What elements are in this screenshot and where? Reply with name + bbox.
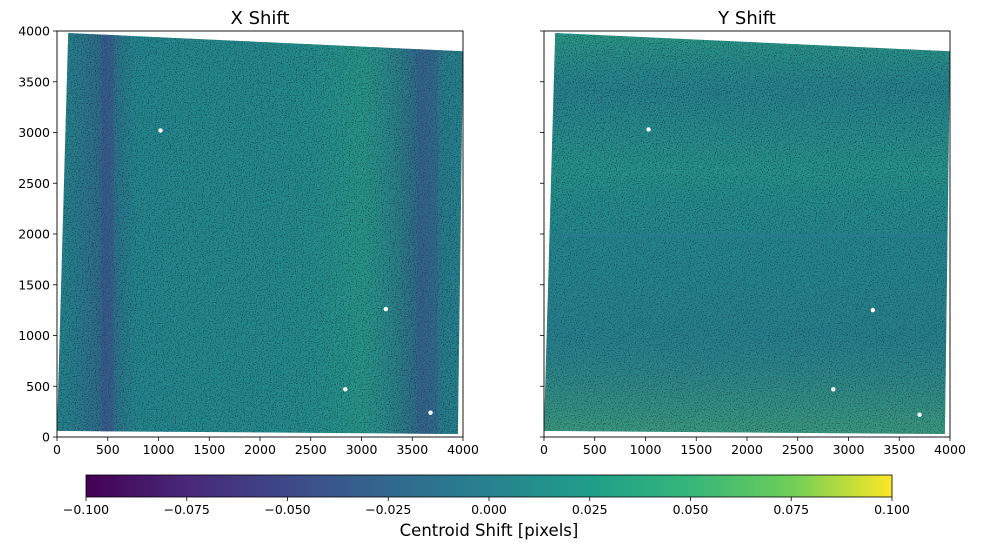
colorbar: −0.100 −0.075 −0.050 −0.025 0.000 0.025 0.050 0…	[63, 474, 910, 540]
colorbar-tick-label: 0.025	[572, 502, 608, 517]
panel-title: Y Shift	[717, 8, 776, 29]
x-tick-label: 3000	[346, 442, 378, 457]
masked-pixel	[383, 306, 389, 312]
shift-map-image	[544, 33, 950, 434]
colorbar-tick-label: −0.100	[63, 502, 109, 517]
masked-pixel	[646, 127, 651, 132]
y-tick-label: 2000	[18, 227, 50, 242]
shift-map-image	[57, 33, 463, 434]
panels-layer: X Shift 0 500 1000 1500 2000 2500 3000 3500 4000 0…	[18, 8, 966, 457]
x-tick-label: 0	[53, 442, 61, 457]
x-tick-label: 3500	[883, 442, 915, 457]
colorbar-tick-label: 0.100	[874, 502, 910, 517]
colorbar-tick-label: −0.025	[365, 502, 411, 517]
x-tick-label: 1500	[680, 442, 712, 457]
x-tick-label: 4000	[934, 442, 966, 457]
step-discontinuity	[544, 234, 950, 237]
masked-pixel	[870, 307, 876, 313]
y-tick-label: 0	[42, 430, 50, 445]
x-tick-label: 4000	[447, 442, 479, 457]
masked-pixel	[428, 410, 433, 415]
panel-y-shift: Y Shift 0 500 1000 1500 2000 2500 3000 3500 4000	[540, 8, 966, 457]
colorbar-label: Centroid Shift [pixels]	[400, 521, 579, 540]
colorbar-tick-label: −0.075	[164, 502, 210, 517]
masked-pixel	[158, 128, 163, 133]
y-tick-label: 2500	[18, 176, 50, 191]
y-tick-label: 500	[26, 379, 50, 394]
panel-title: X Shift	[231, 8, 290, 29]
panel-x-shift: X Shift 0 500 1000 1500 2000 2500 3000 3500 4000 0…	[18, 8, 479, 457]
x-tick-label: 1500	[193, 442, 225, 457]
x-tick-label: 3500	[396, 442, 428, 457]
lower-half-offset	[544, 237, 950, 434]
vertical-dark-band	[101, 33, 114, 434]
colorbar-gradient	[85, 474, 893, 498]
masked-pixel	[831, 387, 836, 392]
y-tick-label: 3500	[18, 74, 50, 89]
x-tick-label: 2000	[731, 442, 763, 457]
colorbar-tick-label: −0.050	[264, 502, 310, 517]
x-tick-label: 500	[583, 442, 607, 457]
x-tick-label: 2500	[295, 442, 327, 457]
map-speckle-layer	[59, 35, 463, 434]
vertical-dark-band	[417, 33, 438, 434]
x-tick-label: 1000	[630, 442, 662, 457]
y-tick-label: 3000	[18, 125, 50, 140]
x-tick-label: 3000	[833, 442, 865, 457]
y-tick-label: 1000	[18, 328, 50, 343]
x-tick-label: 500	[96, 442, 120, 457]
colorbar-tick-label: 0.075	[773, 502, 809, 517]
x-tick-label: 1000	[143, 442, 175, 457]
colorbar-tick-label: 0.000	[471, 502, 507, 517]
y-tick-label: 4000	[18, 24, 50, 39]
x-tick-label: 2000	[244, 442, 276, 457]
colorbar-tick-label: 0.050	[673, 502, 709, 517]
masked-pixel	[343, 387, 348, 392]
colorbar-ticks: −0.100 −0.075 −0.050 −0.025 0.000 0.025 0.050 0…	[63, 497, 910, 517]
masked-pixel	[917, 412, 922, 417]
y-tick-label: 1500	[18, 277, 50, 292]
x-tick-label: 0	[540, 442, 548, 457]
x-tick-label: 2500	[782, 442, 814, 457]
